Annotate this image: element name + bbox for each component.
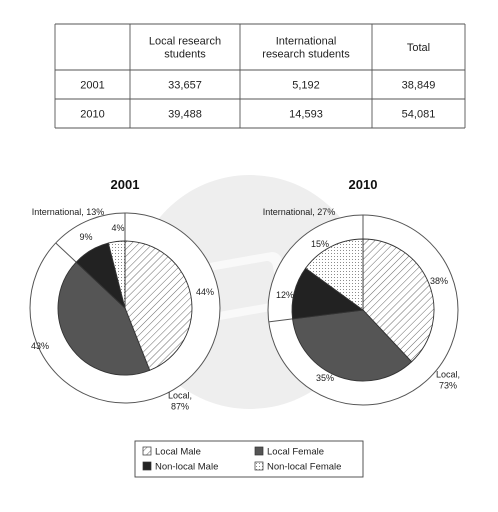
- table-cell: 38,849: [402, 80, 436, 92]
- table-header: Total: [407, 42, 430, 54]
- outer-ring-label: International, 27%: [263, 207, 336, 217]
- legend-label: Non-local Female: [267, 462, 341, 473]
- pie-slice-local-female: [57, 261, 151, 376]
- table-cell: 2010: [80, 109, 104, 121]
- chart-title: 2010: [349, 177, 378, 192]
- legend-box: [134, 440, 364, 478]
- outer-ring-divider: [268, 318, 293, 323]
- slice-label: 15%: [311, 239, 329, 249]
- slice-label: 9%: [79, 232, 92, 242]
- outer-ring-label: Local, 73%: [436, 370, 460, 391]
- pie-slice-non-local-female: [304, 238, 364, 311]
- legend-label: Non-local Male: [155, 462, 218, 473]
- table-cell: 39,488: [168, 109, 202, 121]
- pie-slice-local-male: [124, 240, 193, 371]
- pie-chart-2001: 2001 44% 43% 9% 4% Local, 87% International, 13…: [29, 177, 221, 412]
- slice-label: 12%: [276, 290, 294, 300]
- outer-ring-divider: [55, 242, 77, 263]
- table-cell: 33,657: [168, 80, 202, 92]
- chart-legend: Local Male Local Female Non-local Male Non-…: [134, 440, 364, 478]
- table-header: International research students: [262, 36, 350, 61]
- pie-slice-local-female: [292, 309, 413, 382]
- slice-label: 4%: [111, 223, 124, 233]
- legend-swatch: [142, 461, 152, 471]
- pie-slice-non-local-female: [107, 240, 126, 309]
- slice-label: 44%: [196, 287, 214, 297]
- slice-label: 35%: [316, 373, 334, 383]
- legend-swatch: [254, 461, 264, 471]
- legend-swatch: [142, 446, 152, 456]
- slice-label: 38%: [430, 276, 448, 286]
- table-cell: 54,081: [402, 109, 436, 121]
- outer-ring-label: Local, 87%: [168, 391, 192, 412]
- legend-label: Local Female: [267, 447, 324, 458]
- pie-slice-local-male: [362, 238, 435, 363]
- data-table: Local research students International resea…: [54, 23, 466, 129]
- table-cell: 14,593: [289, 109, 323, 121]
- table-cell: 5,192: [292, 80, 320, 92]
- legend-swatch: [254, 446, 264, 456]
- legend-label: Local Male: [155, 447, 201, 458]
- chart-title: 2001: [111, 177, 140, 192]
- pie-chart-2010: 2010 38% 35% 12% 15% Local, 73% International, …: [263, 177, 460, 406]
- outer-ring-label: International, 13%: [32, 207, 105, 217]
- table-header: Local research students: [149, 36, 221, 61]
- slice-label: 43%: [31, 341, 49, 351]
- table-cell: 2001: [80, 80, 104, 92]
